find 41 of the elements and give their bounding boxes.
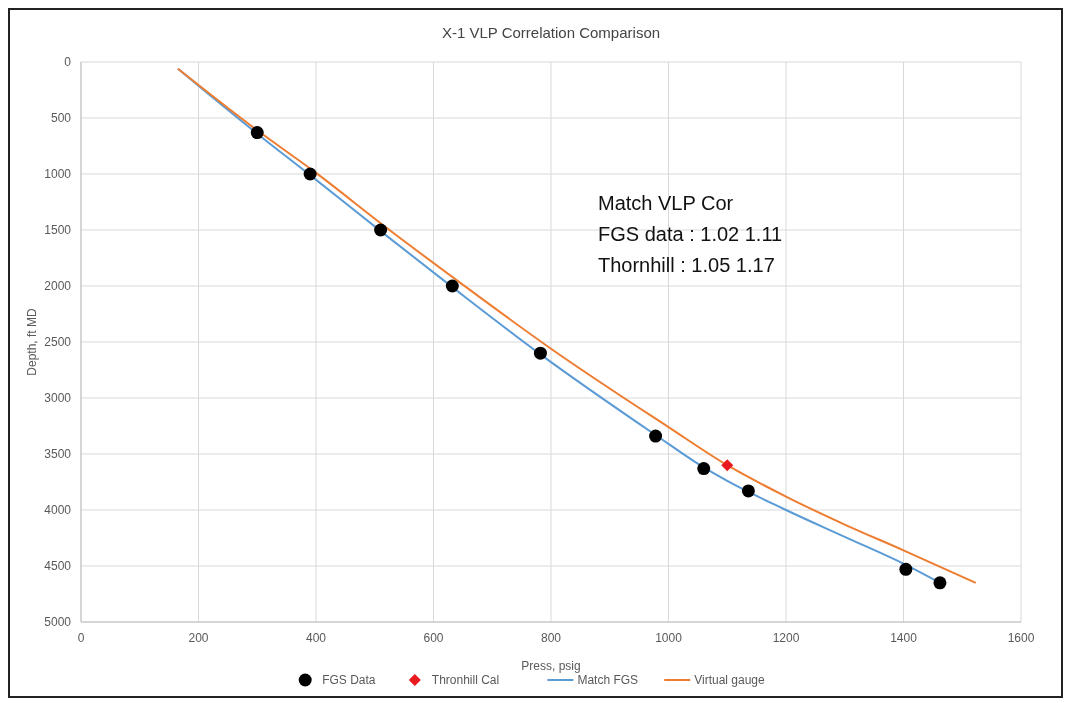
y-tick-label: 500	[50, 111, 72, 125]
point	[899, 562, 913, 576]
x-tick-label: 400	[305, 631, 327, 645]
x-tick-label: 1200	[772, 631, 800, 645]
y-tick-label: 2500	[44, 335, 72, 349]
y-tick-label: 1500	[44, 223, 72, 237]
x-tick-label: 1600	[1007, 631, 1035, 645]
y-tick-label: 5000	[44, 615, 72, 629]
legend-label: Virtual gauge	[694, 673, 766, 687]
point	[533, 346, 547, 360]
point	[697, 462, 711, 476]
y-tick-label: 3500	[44, 447, 72, 461]
y-tick-label: 1000	[44, 167, 72, 181]
y-axis-title: Depth, ft MD	[25, 307, 39, 376]
x-tick-label: 600	[423, 631, 444, 645]
point	[721, 459, 734, 472]
legend-label: Match FGS	[577, 673, 639, 687]
x-tick-label: 200	[188, 631, 209, 645]
point	[374, 223, 388, 237]
annotation: Thornhill : 1.05 1.17	[598, 254, 775, 276]
x-axis-title: Press, psig	[521, 659, 581, 673]
x-tick-label: 0	[77, 631, 85, 645]
annotation: Match VLP Cor	[598, 192, 734, 214]
legend-label: Thronhill Cal	[431, 673, 500, 687]
point	[649, 429, 663, 443]
y-tick-label: 4500	[44, 559, 72, 573]
point	[741, 484, 755, 498]
point	[303, 167, 317, 181]
chart-title: X-1 VLP Correlation Comparison	[441, 24, 661, 41]
legend-label: FGS Data	[322, 673, 376, 687]
point	[250, 126, 264, 140]
point	[933, 576, 947, 590]
y-tick-label: 2000	[44, 279, 72, 293]
point	[445, 279, 459, 293]
x-tick-label: 1000	[655, 631, 683, 645]
x-tick-label: 800	[540, 631, 562, 645]
x-tick-label: 1400	[890, 631, 918, 645]
y-tick-label: 0	[64, 55, 72, 69]
y-tick-label: 3000	[44, 391, 72, 405]
annotation: FGS data : 1.02 1.11	[598, 223, 783, 245]
y-tick-label: 4000	[44, 503, 72, 517]
